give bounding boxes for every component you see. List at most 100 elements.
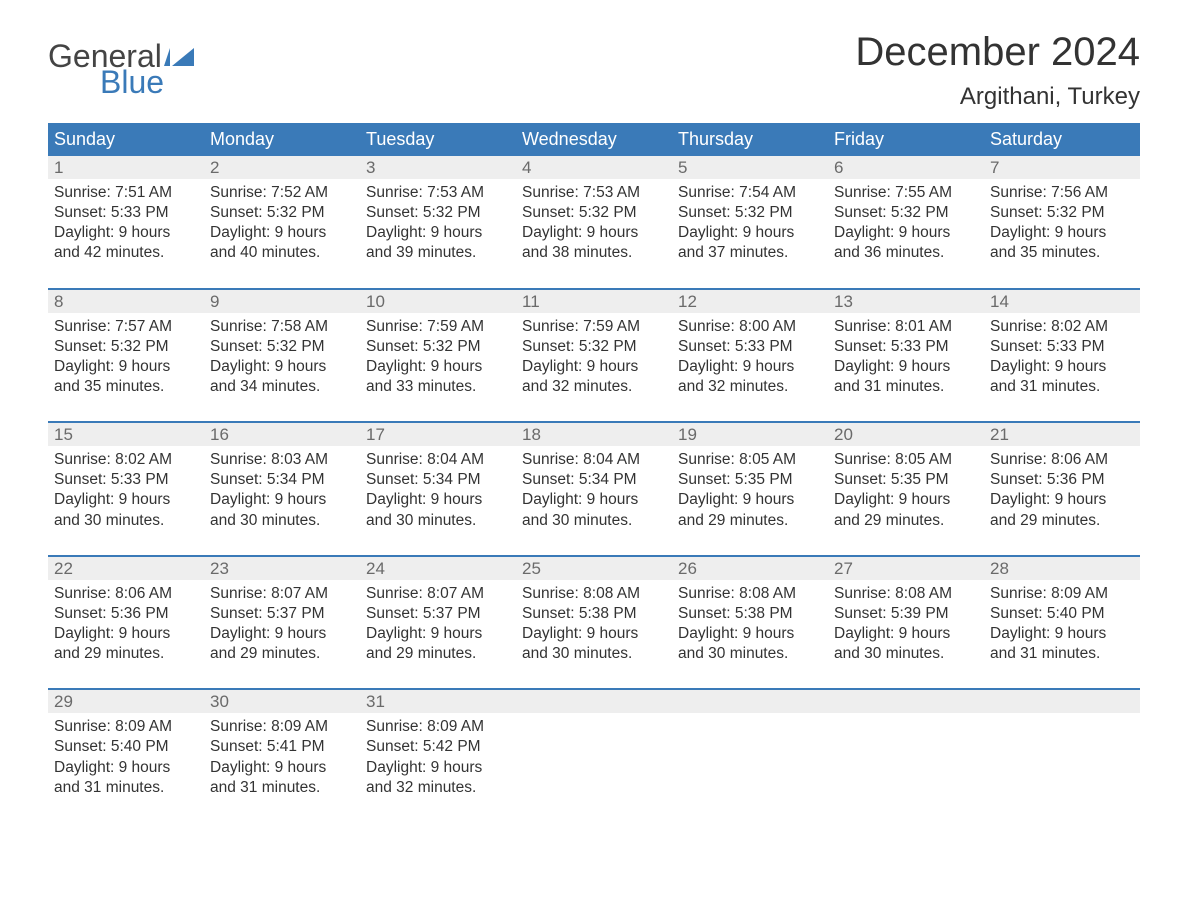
calendar-day-cell: 4Sunrise: 7:53 AMSunset: 5:32 PMDaylight… [516, 156, 672, 266]
weekday-header: Friday [828, 123, 984, 156]
day-line-sunrise: Sunrise: 7:56 AM [990, 183, 1134, 203]
day-line-sunset: Sunset: 5:32 PM [54, 337, 198, 357]
day-line-sunset: Sunset: 5:40 PM [990, 604, 1134, 624]
day-number: 10 [360, 290, 516, 313]
weekday-header: Sunday [48, 123, 204, 156]
day-line-sunrise: Sunrise: 7:59 AM [366, 317, 510, 337]
day-line-sunrise: Sunrise: 8:07 AM [366, 584, 510, 604]
day-number: 9 [204, 290, 360, 313]
day-line-sunset: Sunset: 5:34 PM [522, 470, 666, 490]
calendar-day-cell: 30Sunrise: 8:09 AMSunset: 5:41 PMDayligh… [204, 690, 360, 800]
calendar-day-cell: 7Sunrise: 7:56 AMSunset: 5:32 PMDaylight… [984, 156, 1140, 266]
day-details: Sunrise: 7:55 AMSunset: 5:32 PMDaylight:… [828, 179, 984, 266]
day-line-day1: Daylight: 9 hours [678, 624, 822, 644]
calendar-week: 22Sunrise: 8:06 AMSunset: 5:36 PMDayligh… [48, 555, 1140, 667]
day-line-day2: and 32 minutes. [522, 377, 666, 397]
day-line-sunset: Sunset: 5:32 PM [678, 203, 822, 223]
day-details: Sunrise: 8:06 AMSunset: 5:36 PMDaylight:… [48, 580, 204, 667]
day-line-sunrise: Sunrise: 8:06 AM [990, 450, 1134, 470]
logo-text-blue: Blue [100, 66, 194, 98]
day-details: Sunrise: 7:59 AMSunset: 5:32 PMDaylight:… [516, 313, 672, 400]
day-number-empty [984, 690, 1140, 713]
day-line-day1: Daylight: 9 hours [366, 357, 510, 377]
day-line-sunrise: Sunrise: 8:04 AM [366, 450, 510, 470]
logo-flag-icon [164, 48, 194, 68]
calendar-week: 29Sunrise: 8:09 AMSunset: 5:40 PMDayligh… [48, 688, 1140, 800]
day-line-day2: and 32 minutes. [366, 778, 510, 798]
day-details: Sunrise: 7:58 AMSunset: 5:32 PMDaylight:… [204, 313, 360, 400]
day-line-day2: and 29 minutes. [990, 511, 1134, 531]
calendar-day-cell: 14Sunrise: 8:02 AMSunset: 5:33 PMDayligh… [984, 290, 1140, 400]
day-line-sunrise: Sunrise: 8:05 AM [678, 450, 822, 470]
day-number: 20 [828, 423, 984, 446]
day-line-day1: Daylight: 9 hours [54, 357, 198, 377]
day-line-sunrise: Sunrise: 7:52 AM [210, 183, 354, 203]
day-number: 4 [516, 156, 672, 179]
day-line-day2: and 30 minutes. [522, 644, 666, 664]
calendar-day-cell: 28Sunrise: 8:09 AMSunset: 5:40 PMDayligh… [984, 557, 1140, 667]
day-line-sunrise: Sunrise: 8:03 AM [210, 450, 354, 470]
day-number: 13 [828, 290, 984, 313]
day-details: Sunrise: 8:02 AMSunset: 5:33 PMDaylight:… [984, 313, 1140, 400]
calendar-day-cell: 1Sunrise: 7:51 AMSunset: 5:33 PMDaylight… [48, 156, 204, 266]
day-number: 1 [48, 156, 204, 179]
day-details: Sunrise: 7:53 AMSunset: 5:32 PMDaylight:… [516, 179, 672, 266]
day-line-sunset: Sunset: 5:33 PM [678, 337, 822, 357]
calendar-day-cell: 16Sunrise: 8:03 AMSunset: 5:34 PMDayligh… [204, 423, 360, 533]
day-number: 15 [48, 423, 204, 446]
day-number-empty [828, 690, 984, 713]
day-number: 5 [672, 156, 828, 179]
weekday-header-row: Sunday Monday Tuesday Wednesday Thursday… [48, 123, 1140, 156]
calendar-day-cell: 31Sunrise: 8:09 AMSunset: 5:42 PMDayligh… [360, 690, 516, 800]
day-line-day1: Daylight: 9 hours [834, 490, 978, 510]
day-line-day1: Daylight: 9 hours [366, 758, 510, 778]
day-number: 7 [984, 156, 1140, 179]
day-number: 28 [984, 557, 1140, 580]
day-details: Sunrise: 7:57 AMSunset: 5:32 PMDaylight:… [48, 313, 204, 400]
day-line-sunset: Sunset: 5:37 PM [210, 604, 354, 624]
day-details: Sunrise: 7:52 AMSunset: 5:32 PMDaylight:… [204, 179, 360, 266]
day-number: 21 [984, 423, 1140, 446]
calendar-day-cell: 2Sunrise: 7:52 AMSunset: 5:32 PMDaylight… [204, 156, 360, 266]
day-line-sunset: Sunset: 5:33 PM [54, 470, 198, 490]
day-number: 6 [828, 156, 984, 179]
calendar-day-cell: 27Sunrise: 8:08 AMSunset: 5:39 PMDayligh… [828, 557, 984, 667]
day-line-sunrise: Sunrise: 7:54 AM [678, 183, 822, 203]
day-line-day1: Daylight: 9 hours [54, 223, 198, 243]
day-line-day1: Daylight: 9 hours [54, 624, 198, 644]
day-line-sunrise: Sunrise: 8:09 AM [54, 717, 198, 737]
day-line-sunset: Sunset: 5:33 PM [834, 337, 978, 357]
day-details: Sunrise: 8:08 AMSunset: 5:38 PMDaylight:… [516, 580, 672, 667]
calendar-day-cell: 26Sunrise: 8:08 AMSunset: 5:38 PMDayligh… [672, 557, 828, 667]
day-details: Sunrise: 8:07 AMSunset: 5:37 PMDaylight:… [360, 580, 516, 667]
day-line-day1: Daylight: 9 hours [210, 223, 354, 243]
calendar: Sunday Monday Tuesday Wednesday Thursday… [48, 123, 1140, 800]
calendar-day-cell: 23Sunrise: 8:07 AMSunset: 5:37 PMDayligh… [204, 557, 360, 667]
day-line-sunrise: Sunrise: 8:08 AM [678, 584, 822, 604]
day-line-sunset: Sunset: 5:32 PM [210, 203, 354, 223]
day-line-sunset: Sunset: 5:32 PM [210, 337, 354, 357]
day-line-day2: and 38 minutes. [522, 243, 666, 263]
day-line-sunset: Sunset: 5:35 PM [678, 470, 822, 490]
day-line-sunrise: Sunrise: 7:59 AM [522, 317, 666, 337]
calendar-day-cell [984, 690, 1140, 800]
day-line-sunset: Sunset: 5:36 PM [990, 470, 1134, 490]
calendar-day-cell: 11Sunrise: 7:59 AMSunset: 5:32 PMDayligh… [516, 290, 672, 400]
day-number: 29 [48, 690, 204, 713]
day-line-day2: and 30 minutes. [54, 511, 198, 531]
day-number: 22 [48, 557, 204, 580]
day-details: Sunrise: 8:06 AMSunset: 5:36 PMDaylight:… [984, 446, 1140, 533]
day-line-day2: and 31 minutes. [210, 778, 354, 798]
day-line-sunrise: Sunrise: 7:58 AM [210, 317, 354, 337]
day-number: 12 [672, 290, 828, 313]
day-line-day1: Daylight: 9 hours [522, 490, 666, 510]
day-details: Sunrise: 7:51 AMSunset: 5:33 PMDaylight:… [48, 179, 204, 266]
day-line-sunset: Sunset: 5:34 PM [210, 470, 354, 490]
day-number: 31 [360, 690, 516, 713]
day-line-day1: Daylight: 9 hours [678, 357, 822, 377]
day-line-day1: Daylight: 9 hours [834, 357, 978, 377]
logo: General Blue [48, 30, 194, 98]
day-line-day1: Daylight: 9 hours [990, 357, 1134, 377]
day-details: Sunrise: 8:09 AMSunset: 5:42 PMDaylight:… [360, 713, 516, 800]
day-details: Sunrise: 8:08 AMSunset: 5:39 PMDaylight:… [828, 580, 984, 667]
